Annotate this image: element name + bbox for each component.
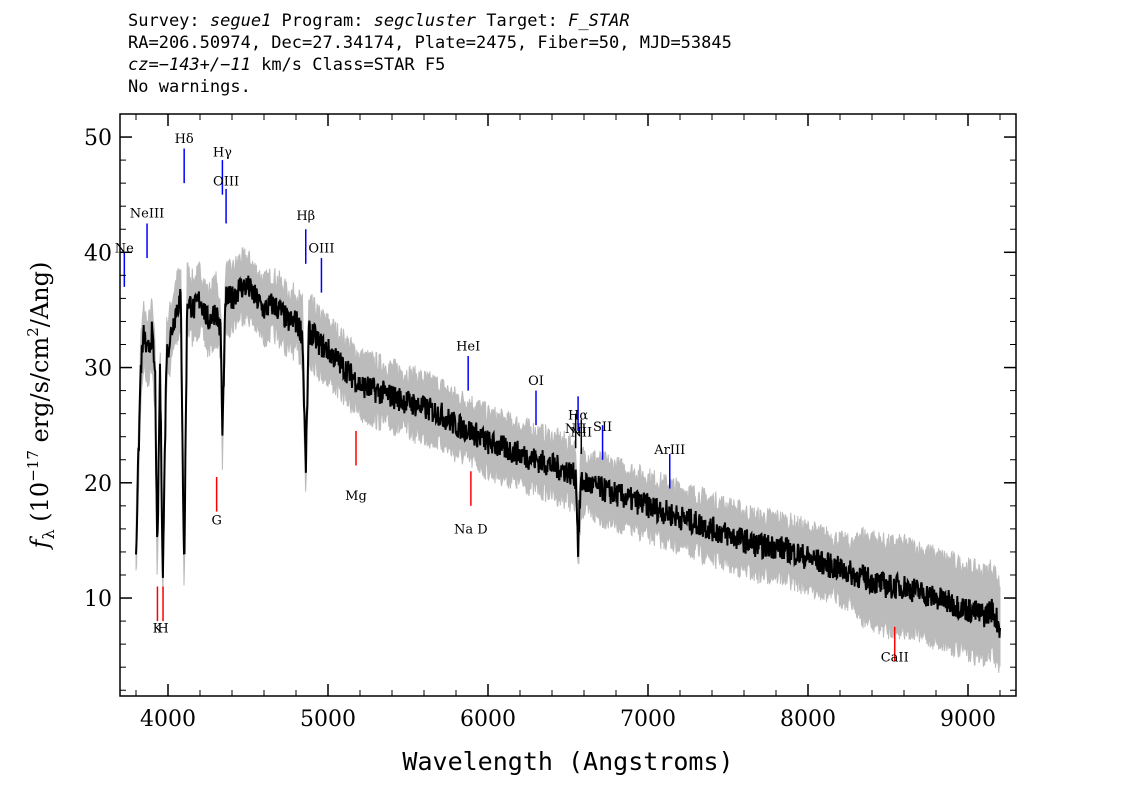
line-label: ArIII: [653, 443, 685, 458]
line-label: Hα: [568, 408, 588, 423]
target-value: F_STAR: [568, 11, 630, 31]
y-tick-label: 50: [84, 126, 112, 151]
line-label: Hγ: [213, 146, 232, 161]
line-label: Hβ: [296, 209, 315, 224]
program-value: segcluster: [373, 11, 477, 31]
survey-value: segue1: [209, 11, 272, 31]
x-tick-label: 7000: [620, 707, 676, 732]
y-tick-label: 20: [84, 472, 112, 497]
header-line-survey: Survey: segue1 Program: segcluster Targe…: [128, 10, 732, 32]
y-axis-label-open: (10: [26, 482, 54, 530]
header-line-warnings: No warnings.: [128, 77, 251, 97]
line-label: SII: [593, 420, 612, 435]
line-label: OIII: [213, 174, 239, 189]
line-label: NII: [570, 426, 592, 441]
line-label: OIII: [308, 241, 334, 256]
line-label: OI: [528, 374, 544, 389]
line-label: Na D: [454, 523, 488, 538]
line-label: Mg: [345, 489, 367, 504]
spectrum-series: [135, 275, 1001, 638]
y-axis-label-subscript: λ: [39, 529, 58, 539]
class-text: km/s Class=STAR F5: [250, 55, 446, 75]
x-tick-label: 8000: [780, 707, 836, 732]
spectrum-header: Survey: segue1 Program: segcluster Targe…: [128, 10, 732, 98]
line-label: NeIII: [130, 207, 164, 222]
program-prefix: Program:: [271, 11, 374, 31]
x-axis-label: Wavelength (Angstroms): [402, 747, 733, 776]
axis-ticks: [120, 113, 1016, 696]
line-label: HeI: [456, 339, 480, 354]
x-tick-label: 5000: [300, 707, 356, 732]
x-tick-label: 9000: [940, 707, 996, 732]
noise-band-area: [135, 247, 1001, 673]
spectrum-line: [135, 275, 1001, 638]
survey-prefix: Survey:: [128, 11, 210, 31]
line-label: CaII: [881, 650, 909, 665]
tick-labels: 4000 5000 6000 7000 8000 9000 10 20 30 40 50: [84, 126, 996, 732]
noise-band: [135, 247, 1001, 673]
x-tick-label: 4000: [140, 707, 196, 732]
line-label: K: [153, 622, 163, 637]
y-tick-label: 40: [84, 241, 112, 266]
target-prefix: Target:: [476, 11, 569, 31]
line-label: Ne: [115, 241, 134, 256]
header-line-coords: RA=206.50974, Dec=27.34174, Plate=2475, …: [128, 33, 732, 53]
line-label: G: [211, 513, 221, 528]
cz-prefix: cz=: [128, 55, 159, 75]
x-tick-label: 6000: [460, 707, 516, 732]
cz-value: −143+/−11: [158, 55, 251, 75]
line-label: H: [157, 622, 168, 637]
y-tick-label: 30: [84, 357, 112, 382]
header-line-redshift: cz=−143+/−11 km/s Class=STAR F5: [128, 54, 732, 76]
y-axis-label-units-exponent: 2: [24, 327, 42, 337]
plot-frame: [119, 113, 1017, 697]
y-axis-label-end: /Ang): [26, 262, 54, 328]
y-axis-label-units: erg/s/cm: [26, 337, 54, 451]
y-tick-label: 10: [84, 587, 112, 612]
y-axis-label-exponent: −17: [24, 450, 42, 482]
y-axis-label: fλ (10−17 erg/s/cm2/Ang): [24, 262, 58, 551]
line-label: Hδ: [175, 132, 194, 147]
